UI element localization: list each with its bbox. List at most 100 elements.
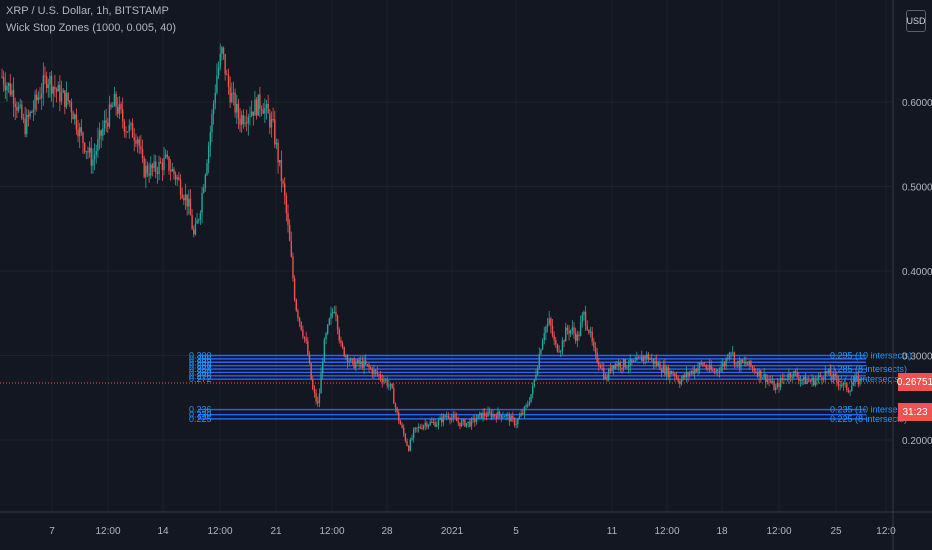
- candle-body: [543, 333, 545, 341]
- candle-body: [553, 335, 555, 341]
- symbol-legend[interactable]: XRP / U.S. Dollar, 1h, BITSTAMP: [6, 5, 169, 17]
- candle-body: [212, 103, 215, 115]
- candle-body: [330, 312, 332, 319]
- zone-labels: 0.3000.2960.2920.2880.2840.2800.2760.272…: [189, 351, 912, 424]
- candle-body: [606, 376, 608, 380]
- candle-body: [232, 92, 235, 94]
- candle-body: [725, 358, 727, 367]
- candle-body: [806, 380, 808, 384]
- candle-body: [808, 380, 810, 382]
- candle-body: [371, 368, 374, 375]
- candle-body: [586, 325, 588, 330]
- currency-badge[interactable]: USD: [906, 10, 926, 32]
- candle-body: [766, 379, 769, 383]
- candle-body: [665, 367, 668, 375]
- candle-body: [827, 369, 830, 373]
- candle-body: [695, 369, 698, 372]
- candle-body: [507, 414, 509, 416]
- x-tick-label: 14: [157, 526, 169, 537]
- candle-body: [822, 378, 825, 380]
- candle-body: [578, 334, 580, 337]
- candle-body: [771, 380, 774, 383]
- candle-body: [236, 103, 238, 113]
- candle-body: [503, 416, 506, 418]
- candle-body: [510, 416, 512, 422]
- candle-body: [27, 114, 30, 117]
- candle-body: [500, 414, 502, 418]
- candle-body: [67, 92, 69, 101]
- candle-body: [450, 417, 453, 420]
- candle-body: [659, 363, 661, 371]
- candle-body: [411, 437, 413, 440]
- candle-body: [723, 363, 726, 367]
- candle-body: [718, 371, 721, 373]
- candle-body: [646, 354, 648, 359]
- candle-body: [485, 415, 488, 417]
- candle-body: [441, 417, 443, 423]
- candle-body: [399, 421, 402, 425]
- candle-body: [388, 385, 390, 387]
- candle-body: [813, 377, 815, 386]
- candle-body: [741, 359, 744, 363]
- candle-body: [49, 75, 51, 85]
- indicator-legend[interactable]: Wick Stop Zones (1000, 0.005, 40): [6, 22, 176, 34]
- candle-body: [231, 92, 233, 103]
- current-price-tag: 0.26751: [897, 373, 932, 391]
- candle-body: [17, 105, 20, 111]
- candle-body: [740, 359, 742, 368]
- candle-body: [462, 419, 464, 422]
- candle-body: [272, 119, 274, 121]
- candle-body: [103, 120, 106, 129]
- candle-body: [735, 363, 737, 365]
- candle-body: [608, 368, 610, 380]
- candle-body: [522, 412, 524, 414]
- candle-body: [520, 412, 522, 417]
- candle-body: [817, 375, 820, 379]
- candlestick-series: [1, 43, 861, 452]
- candle-body: [193, 229, 195, 235]
- candle-body: [515, 424, 517, 426]
- zone-left-label: 0.276: [189, 371, 212, 381]
- candle-body: [224, 53, 226, 75]
- candle-body: [156, 171, 159, 175]
- candle-body: [487, 411, 489, 417]
- candle-body: [350, 358, 352, 362]
- candle-body: [525, 405, 527, 407]
- candle-body: [64, 90, 66, 107]
- candle-body: [761, 377, 764, 379]
- candle-body: [239, 118, 241, 125]
- candle-body: [512, 416, 514, 419]
- candle-body: [74, 114, 76, 120]
- candle-body: [518, 416, 521, 419]
- candle-body: [748, 360, 750, 365]
- candle-body: [847, 389, 850, 393]
- candle-body: [287, 212, 289, 225]
- candle-body: [364, 360, 367, 365]
- x-tick-label: 21: [270, 526, 282, 537]
- candle-body: [378, 374, 380, 376]
- candle-body: [16, 107, 18, 111]
- candle-body: [550, 318, 552, 326]
- candle-body: [650, 358, 653, 360]
- candle-body: [697, 367, 699, 372]
- candle-body: [83, 142, 86, 152]
- candle-body: [667, 367, 669, 378]
- candle-body: [366, 364, 369, 366]
- candle-body: [176, 177, 178, 180]
- candle-body: [160, 161, 162, 163]
- candle-body: [675, 376, 678, 378]
- zone-left-label: 0.230: [189, 410, 212, 420]
- candle-body: [548, 318, 550, 324]
- candle-body: [474, 418, 476, 422]
- candle-body: [455, 417, 458, 422]
- candle-body: [664, 365, 666, 375]
- candle-body: [693, 369, 696, 374]
- candle-body: [745, 362, 747, 365]
- candle-body: [361, 361, 364, 368]
- candle-body: [674, 373, 676, 377]
- candle-body: [459, 422, 461, 427]
- candle-body: [269, 113, 271, 128]
- candle-body: [546, 323, 549, 327]
- candle-body: [508, 414, 511, 422]
